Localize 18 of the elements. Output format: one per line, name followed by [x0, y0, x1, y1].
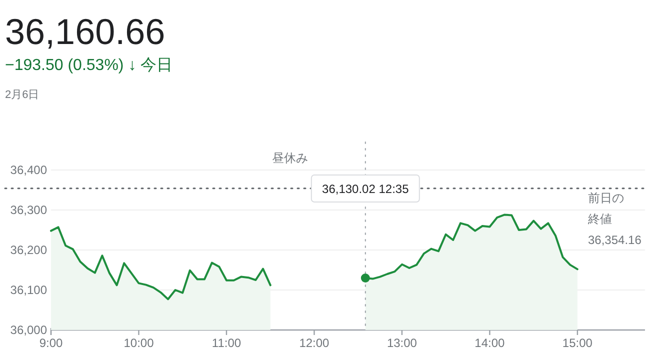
x-tick-label: 15:00: [562, 336, 593, 350]
text: 昼休み: [272, 151, 308, 165]
x-tick-label: 12:00: [299, 336, 330, 350]
x-tick-label: 14:00: [474, 336, 506, 350]
y-tick-label: 36,300: [10, 203, 48, 217]
y-tick-label: 36,100: [10, 283, 48, 297]
y-tick-label: 36,400: [10, 163, 48, 177]
y-tick-label: 36,000: [10, 323, 48, 337]
chart-title: 36,160.66: [5, 11, 166, 52]
text: 2月6日: [5, 89, 40, 101]
ref-line-label: 前日の終値 36,354.16: [587, 190, 642, 250]
x-tick-label: 10:00: [124, 336, 154, 350]
x-tick-label: 9:00: [39, 336, 63, 350]
chart-subtitle: −193.50 (0.53%) ↓ 今日: [5, 57, 173, 74]
x-tick-label: 13:00: [386, 336, 418, 350]
y-tick-label: 36,200: [10, 243, 48, 257]
annotation: 36,130.02 12:35: [322, 182, 410, 196]
x-tick-label: 11:00: [212, 336, 242, 350]
